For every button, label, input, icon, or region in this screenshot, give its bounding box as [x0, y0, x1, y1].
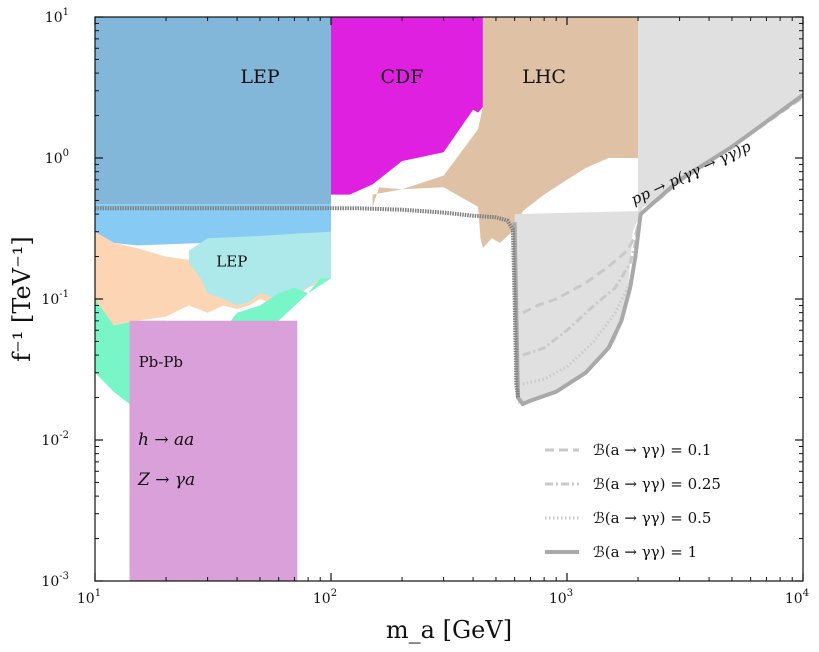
- y-axis-title: f⁻¹ [TeV⁻¹]: [8, 236, 36, 362]
- excluded-regions: [95, 17, 803, 581]
- legend-label-2: ℬ(a → γγ) = 0.25: [593, 475, 721, 493]
- y-tick-label: 10-1: [41, 289, 69, 308]
- region-lep-lower-blue: [95, 204, 331, 246]
- x-tick-label: 103: [549, 588, 573, 607]
- series-line-2: [522, 213, 643, 357]
- x-tick-label: 104: [785, 588, 809, 607]
- x-axis-title: m_a [GeV]: [386, 616, 512, 644]
- region-label-5: Pb-Pb: [139, 353, 183, 371]
- region-labels: LEP CDF LHC LEP Pb-Pb: [139, 66, 566, 371]
- region-lhc: [372, 17, 638, 248]
- y-tick-label: 101: [45, 7, 69, 26]
- process-label-z: Z → γa: [137, 470, 195, 490]
- region-h-z-decays: [129, 320, 298, 581]
- y-tick-label: 10-2: [41, 430, 69, 449]
- region-lep: [95, 17, 331, 205]
- legend: ℬ(a → γγ) = 0.1 ℬ(a → γγ) = 0.25 ℬ(a → γγ)…: [545, 441, 721, 561]
- series-line-1: [522, 95, 803, 315]
- region-label-1: LEP: [240, 66, 279, 88]
- region-label-2: CDF: [381, 66, 424, 88]
- y-tick-label: 100: [45, 148, 69, 167]
- region-label-4: LEP: [216, 253, 247, 271]
- legend-label-1: ℬ(a → γγ) = 0.1: [593, 441, 711, 459]
- y-tick-label: 10-3: [41, 571, 69, 590]
- limit-curves: [95, 93, 803, 407]
- legend-label-3: ℬ(a → γγ) = 0.5: [593, 509, 711, 527]
- region-lhc-gamma-gamma-light: [514, 17, 803, 404]
- region-lep-light-cyan: [188, 231, 331, 306]
- x-tick-label: 102: [313, 588, 337, 607]
- series-line-4: [512, 93, 803, 407]
- process-label-h: h → aa: [138, 430, 194, 450]
- region-cdf: [331, 17, 483, 195]
- legend-label-4: ℬ(a → γγ) = 1: [593, 543, 697, 561]
- series-line-5: [95, 206, 520, 398]
- x-tick-label: 101: [77, 588, 101, 607]
- region-label-3: LHC: [522, 66, 566, 88]
